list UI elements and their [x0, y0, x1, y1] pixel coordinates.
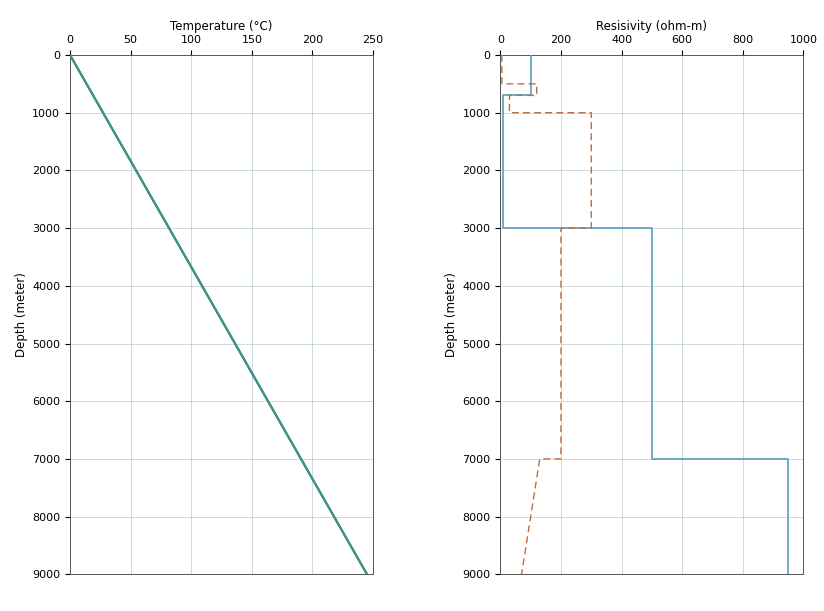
- X-axis label: Temperature (°C): Temperature (°C): [171, 20, 273, 33]
- X-axis label: Resisivity (ohm-m): Resisivity (ohm-m): [597, 20, 707, 33]
- Y-axis label: Depth (meter): Depth (meter): [15, 273, 28, 357]
- Y-axis label: Depth (meter): Depth (meter): [445, 273, 458, 357]
